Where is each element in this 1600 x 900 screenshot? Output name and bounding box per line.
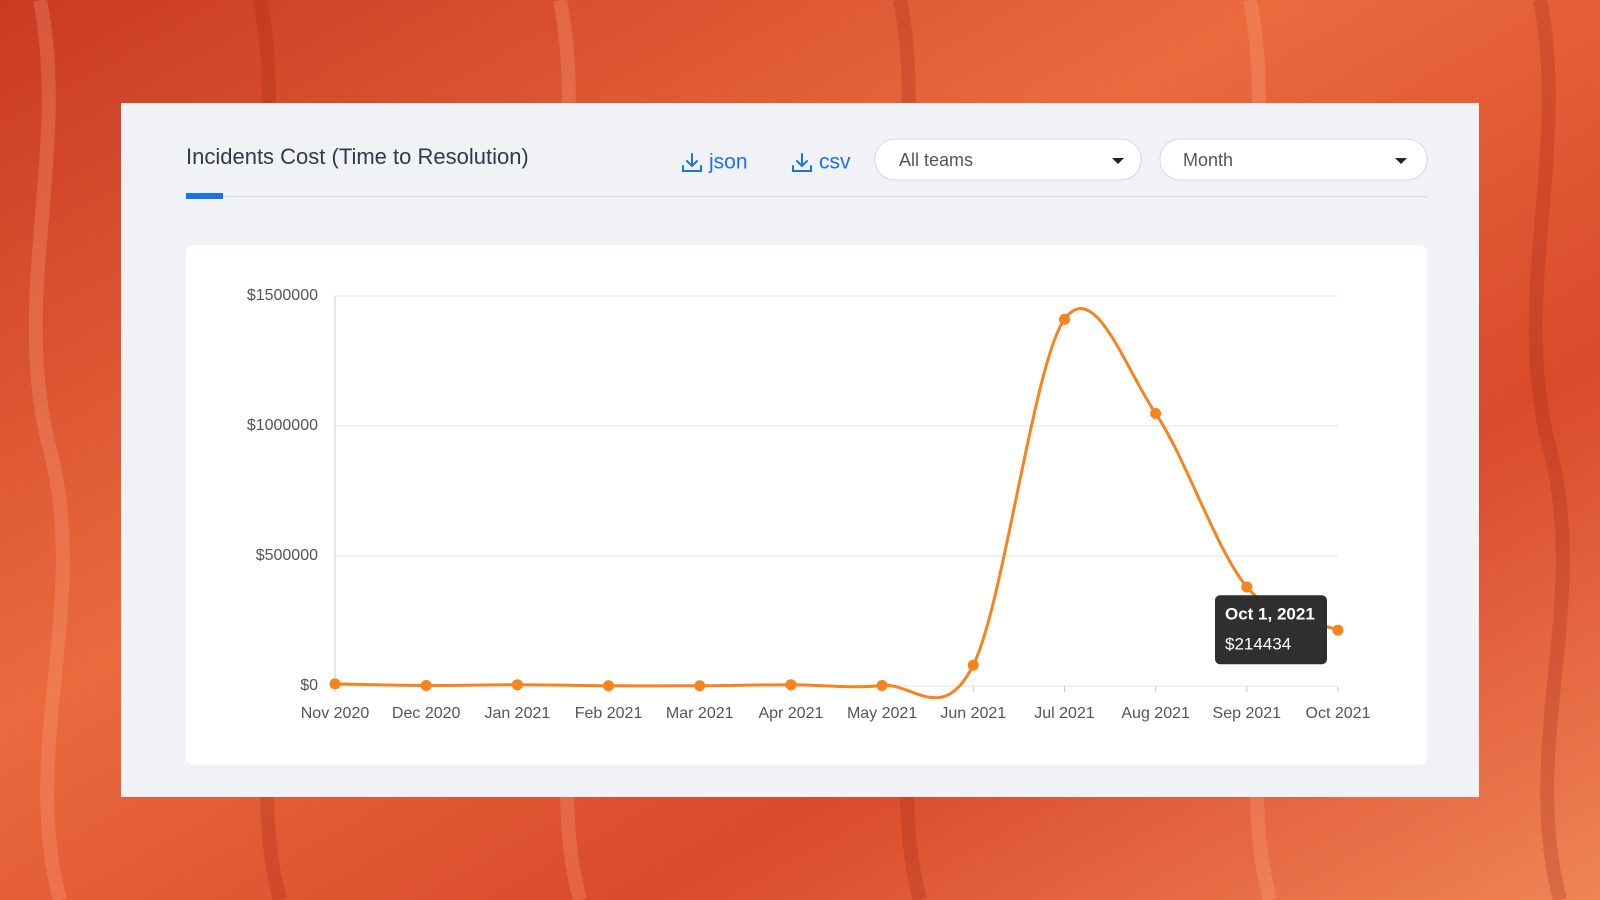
x-tick-label: Feb 2021 [575,705,643,722]
tooltip-value: $214434 [1225,635,1291,654]
x-tick-label: Dec 2020 [392,705,461,722]
x-tick-label: Mar 2021 [666,705,734,722]
dropdown-arrow[interactable] [1112,158,1124,164]
download-json[interactable]: json [682,151,748,174]
point [785,679,797,691]
point [1241,581,1253,593]
x-tick-label: May 2021 [847,705,917,722]
point [1150,408,1162,420]
point [329,678,341,690]
download-csv[interactable]: csv [792,151,851,174]
dropdown-value[interactable]: Month [1183,150,1233,170]
x-tick-label: Jan 2021 [484,705,550,722]
period-dropdown[interactable]: Month [1159,138,1428,181]
dropdown-box[interactable] [1159,138,1428,181]
team-dropdown[interactable]: All teams [874,138,1142,181]
dropdown-box[interactable] [874,138,1142,181]
y-tick-label: $500000 [256,547,318,564]
point [511,679,523,691]
tooltip-title: Oct 1, 2021 [1225,605,1315,624]
y-tick-label: $1000000 [247,417,318,434]
chart-panel [186,245,1427,765]
x-tick-label: Nov 2020 [301,705,370,722]
point [967,659,979,671]
point [603,680,615,692]
dropdown-value[interactable]: All teams [899,150,973,170]
x-tick-label: Jun 2021 [940,705,1006,722]
tooltip-box [1215,595,1327,665]
line [334,307,1339,700]
x-tick-label: Jul 2021 [1034,705,1095,722]
x-tick-label: Apr 2021 [758,705,823,722]
csv-link[interactable]: csv [819,151,851,174]
dropdown-arrow[interactable] [1395,158,1407,164]
point [694,680,706,692]
card-title: Incidents Cost (Time to Resolution) [186,144,529,169]
point [1332,624,1344,636]
point [420,679,432,691]
tooltip: Oct 1, 2021 $214434 [1215,595,1327,665]
x-tick-label: Oct 2021 [1306,705,1371,722]
x-tick-label: Sep 2021 [1213,705,1282,722]
x-tick-label: Aug 2021 [1121,705,1190,722]
plot: $0 $500000 $1000000 $1500000 Nov 2020 Dec 202… [247,287,1371,722]
point [876,679,888,691]
active-tab [186,193,223,199]
json-link[interactable]: json [708,151,748,174]
point [1058,313,1070,325]
y-tick-label: $0 [300,677,318,694]
tab-divider [186,196,1427,198]
y-tick-label: $1500000 [247,287,318,304]
